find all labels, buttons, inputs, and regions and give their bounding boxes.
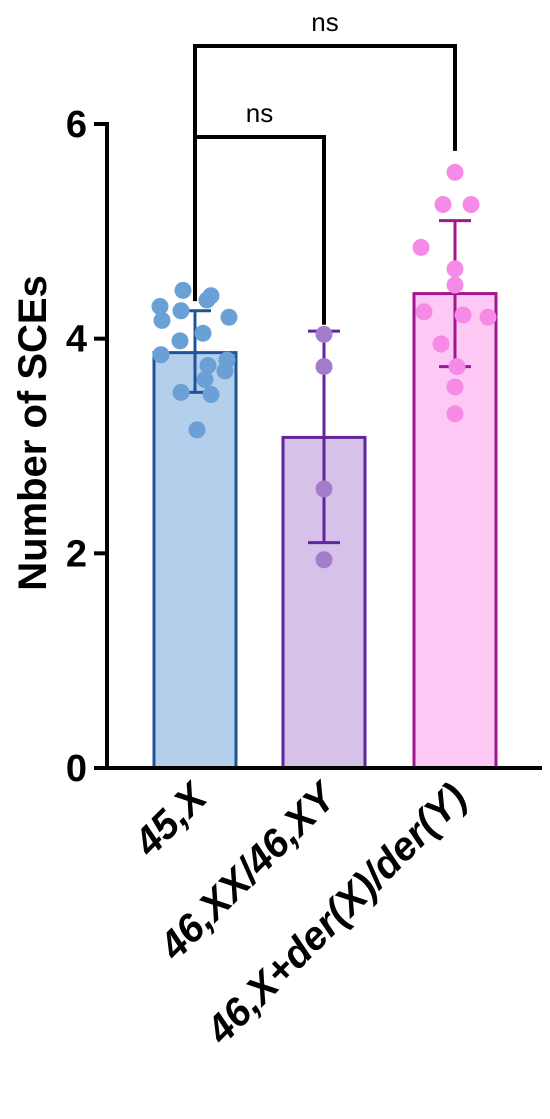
- data-point: [315, 325, 333, 343]
- points-layer: [151, 163, 497, 569]
- data-point: [196, 370, 214, 388]
- data-point: [171, 332, 189, 350]
- bar: [152, 351, 238, 770]
- data-point: [454, 306, 472, 324]
- data-point: [194, 324, 212, 342]
- data-point: [198, 291, 216, 309]
- data-point: [172, 383, 190, 401]
- data-point: [153, 311, 171, 329]
- data-point: [174, 281, 192, 299]
- data-point: [199, 357, 217, 374]
- data-point: [152, 346, 170, 364]
- data-point: [446, 378, 464, 396]
- y-tick-label: 4: [66, 319, 87, 361]
- data-point: [412, 238, 430, 256]
- y-axis-label: Number of SCEs: [11, 275, 55, 591]
- y-tick-label: 0: [66, 748, 87, 790]
- data-point: [216, 362, 234, 380]
- data-point: [315, 480, 333, 498]
- significance-bracket: [193, 44, 457, 266]
- data-point: [446, 260, 464, 278]
- data-point: [188, 421, 206, 439]
- axes-layer: [105, 122, 542, 770]
- data-point: [479, 308, 497, 326]
- data-point: [315, 358, 333, 376]
- significance-label: ns: [246, 98, 273, 128]
- data-point: [446, 163, 464, 181]
- data-point: [446, 405, 464, 423]
- significance-label: ns: [311, 7, 338, 37]
- data-point: [446, 276, 464, 294]
- data-point: [172, 302, 190, 320]
- x-tick-label: 45,X: [125, 774, 217, 866]
- significance-layer: ns ns: [193, 7, 457, 325]
- data-point: [434, 196, 452, 213]
- y-ticks-layer: 0 2 4 6: [66, 104, 107, 790]
- data-point: [448, 358, 466, 376]
- data-point: [151, 297, 169, 315]
- x-tick-label: 46,X+der(X)/der(Y): [198, 775, 476, 1053]
- data-point: [415, 303, 433, 321]
- data-point: [462, 196, 480, 213]
- y-tick-label: 2: [66, 533, 87, 575]
- data-point: [202, 385, 220, 403]
- data-point: [315, 551, 333, 569]
- data-point: [220, 308, 238, 326]
- data-point: [432, 335, 450, 353]
- y-tick-label: 6: [66, 104, 87, 146]
